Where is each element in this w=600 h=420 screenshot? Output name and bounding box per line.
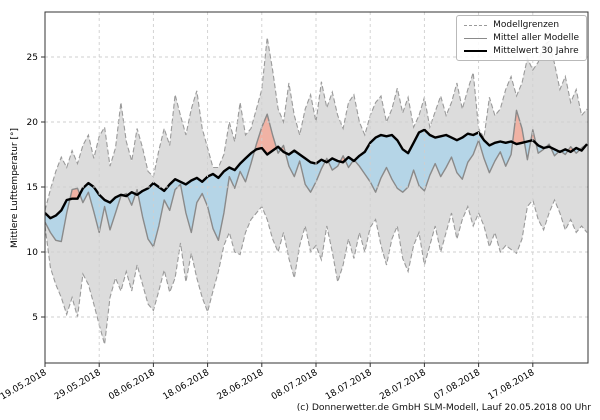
cooler-than-normal-fill — [79, 183, 123, 233]
legend: Modellgrenzen Mittel aller Modelle Mitte… — [456, 15, 587, 61]
cooler-than-normal-fill — [45, 199, 70, 242]
x-tick-label: 28.06.2018 — [216, 368, 266, 403]
legend-item-mittelwert-30-jahre: Mittelwert 30 Jahre — [464, 46, 579, 56]
legend-label-mittel-aller-modelle: Mittel aller Modelle — [493, 33, 579, 43]
black-line-icon — [464, 50, 488, 52]
y-tick-label: 25 — [27, 53, 38, 63]
legend-item-modellgrenzen: Modellgrenzen — [464, 20, 579, 30]
copyright-text: (c) Donnerwetter.de GmbH SLM-Modell, Lau… — [296, 402, 591, 413]
y-axis-label: Mittlere Lufttemperatur [°] — [10, 128, 20, 248]
x-tick-label: 29.05.2018 — [53, 368, 103, 403]
x-tick-label: 07.08.2018 — [432, 368, 482, 403]
legend-item-mittel-aller-modelle: Mittel aller Modelle — [464, 33, 579, 43]
cooler-than-normal-fill — [127, 192, 136, 206]
y-tick-label: 15 — [27, 183, 38, 193]
y-tick-label: 10 — [27, 248, 39, 258]
x-tick-label: 28.07.2018 — [378, 368, 428, 403]
cooler-than-normal-fill — [524, 140, 531, 160]
x-tick-label: 18.07.2018 — [324, 368, 374, 403]
gray-line-icon — [464, 37, 488, 39]
x-tick-label: 17.08.2018 — [487, 368, 537, 403]
legend-label-modellgrenzen: Modellgrenzen — [493, 20, 560, 30]
x-axis-ticks: 19.05.2018 29.05.2018 08.06.2018 18.06.2018… — [0, 363, 537, 402]
x-tick-label: 08.07.2018 — [270, 368, 320, 403]
y-tick-label: 20 — [27, 118, 39, 128]
warmer-than-normal-fill — [254, 114, 277, 155]
x-tick-label: 19.05.2018 — [0, 368, 49, 403]
model-spread-band — [45, 37, 587, 345]
y-tick-label: 5 — [32, 313, 38, 323]
dashed-line-icon — [464, 24, 488, 26]
cooler-than-normal-fill — [138, 150, 255, 247]
x-tick-label: 18.06.2018 — [161, 368, 211, 403]
legend-label-mittelwert-30-jahre: Mittelwert 30 Jahre — [493, 46, 579, 56]
cooler-than-normal-fill — [354, 129, 513, 193]
y-axis-ticks: 5 10 15 20 25 — [27, 53, 45, 323]
plot-area — [45, 37, 588, 345]
upper-model-bound-line — [45, 37, 588, 211]
lower-model-bound-line — [45, 198, 588, 345]
x-tick-label: 08.06.2018 — [107, 368, 157, 403]
